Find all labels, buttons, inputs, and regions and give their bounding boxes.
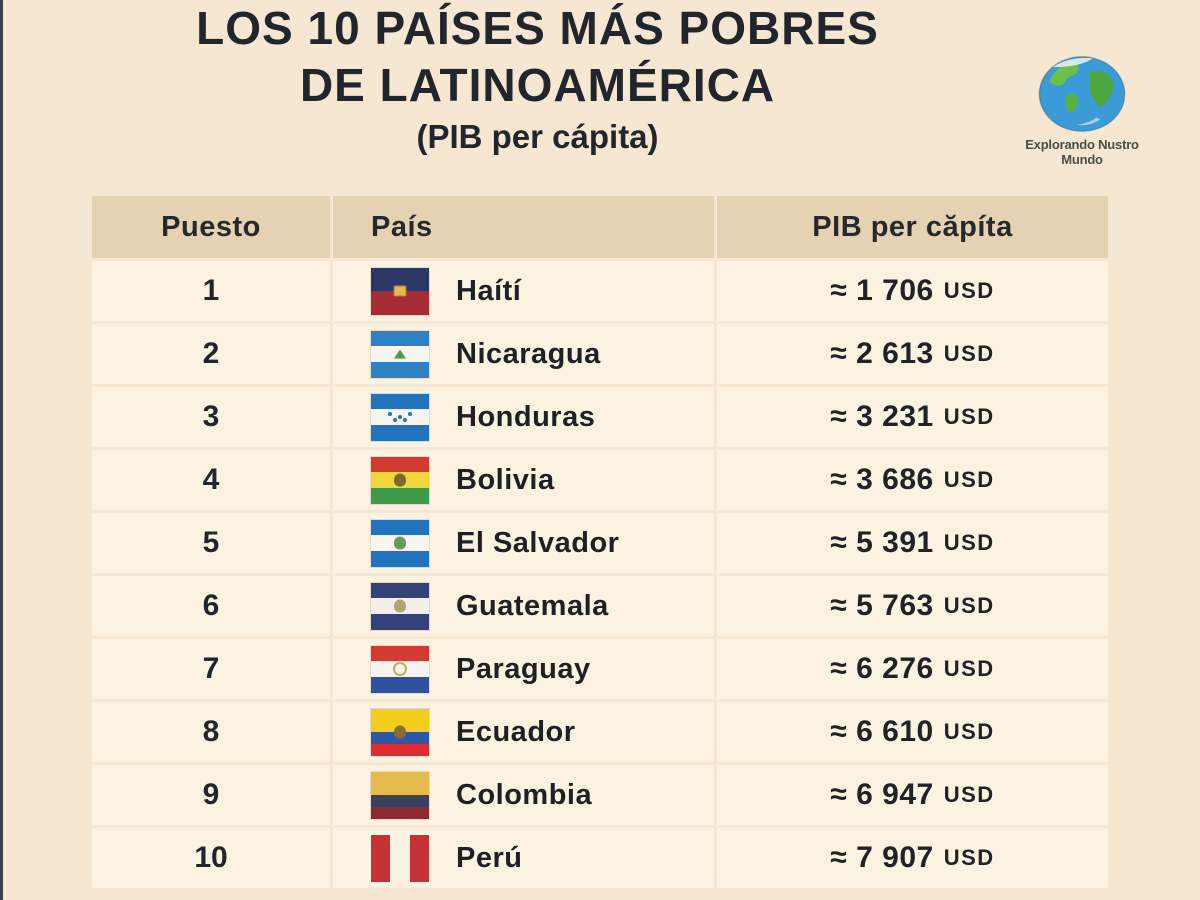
rank-label: 9 (202, 778, 220, 811)
rank-cell: 6 (92, 576, 330, 636)
rank-cell: 7 (92, 639, 330, 699)
country-label: Nicaragua (456, 337, 601, 370)
brand-logo-caption: Explorando Nustro Mundo (1000, 137, 1164, 167)
currency-label: USD (943, 593, 995, 618)
column-header-pib: PIB per căpíta (717, 196, 1108, 258)
country-flag-icon (371, 582, 429, 630)
country-flag-icon (371, 645, 429, 693)
country-cell: Haítí (333, 261, 714, 321)
currency-label: USD (943, 782, 995, 807)
rank-cell: 9 (92, 765, 330, 825)
country-cell: Ecuador (333, 702, 714, 762)
page-edge-strip (0, 0, 3, 900)
country-flag-icon (371, 456, 429, 504)
gdp-cell: ≈ 2 613 USD (717, 324, 1108, 384)
ranking-table: Puesto País PIB per căpíta 1 Haítí ≈ 1 7… (92, 196, 1108, 888)
rank-label: 6 (202, 589, 220, 622)
currency-label: USD (943, 467, 995, 492)
country-cell: Colombia (333, 765, 714, 825)
rank-cell: 8 (92, 702, 330, 762)
gdp-cell: ≈ 1 706 USD (717, 261, 1108, 321)
gdp-cell: ≈ 6 947 USD (717, 765, 1108, 825)
country-label: Paraguay (456, 652, 591, 685)
country-label: Bolivia (456, 463, 555, 496)
gdp-value: ≈ 3 231 (830, 400, 934, 433)
country-cell: Bolivia (333, 450, 714, 510)
currency-label: USD (943, 530, 995, 555)
gdp-cell: ≈ 7 907 USD (717, 828, 1108, 888)
country-cell: Guatemala (333, 576, 714, 636)
currency-label: USD (943, 341, 995, 366)
currency-label: USD (943, 404, 995, 429)
globe-earth-icon (1038, 56, 1126, 132)
rank-cell: 2 (92, 324, 330, 384)
country-cell: Nicaragua (333, 324, 714, 384)
country-label: Honduras (456, 400, 596, 433)
country-label: El Salvador (456, 526, 620, 559)
rank-cell: 10 (92, 828, 330, 888)
page-title-line1: LOS 10 PAÍSES MÁS POBRES (196, 2, 879, 54)
rank-label: 8 (202, 715, 220, 748)
brand-logo-caption-line2: Mundo (1061, 152, 1103, 167)
column-header-pais: País (333, 196, 714, 258)
country-cell: El Salvador (333, 513, 714, 573)
rank-label: 5 (202, 526, 220, 559)
rank-label: 3 (202, 400, 220, 433)
rank-label: 2 (202, 337, 220, 370)
gdp-cell: ≈ 6 276 USD (717, 639, 1108, 699)
country-label: Colombia (456, 778, 593, 811)
rank-cell: 1 (92, 261, 330, 321)
gdp-value: ≈ 6 947 (830, 778, 934, 811)
gdp-cell: ≈ 6 610 USD (717, 702, 1108, 762)
rank-cell: 4 (92, 450, 330, 510)
currency-label: USD (943, 278, 995, 303)
country-flag-icon (371, 834, 429, 882)
gdp-cell: ≈ 3 686 USD (717, 450, 1108, 510)
country-label: Ecuador (456, 715, 576, 748)
rank-cell: 3 (92, 387, 330, 447)
currency-label: USD (943, 719, 995, 744)
title-block: LOS 10 PAÍSES MÁS POBRES DE LATINOAMÉRIC… (0, 0, 1075, 156)
rank-label: 4 (202, 463, 220, 496)
rank-label: 1 (202, 274, 220, 307)
column-header-puesto: Puesto (92, 196, 330, 258)
gdp-cell: ≈ 5 763 USD (717, 576, 1108, 636)
brand-logo-caption-line1: Explorando Nustro (1025, 137, 1139, 152)
gdp-value: ≈ 6 276 (830, 652, 934, 685)
gdp-value: ≈ 7 907 (830, 841, 934, 874)
country-flag-icon (371, 393, 429, 441)
country-flag-icon (371, 267, 429, 315)
brand-logo: Explorando Nustro Mundo (1000, 54, 1164, 167)
gdp-value: ≈ 1 706 (830, 274, 934, 307)
country-cell: Honduras (333, 387, 714, 447)
gdp-value: ≈ 5 763 (830, 589, 934, 622)
rank-cell: 5 (92, 513, 330, 573)
page-title: LOS 10 PAÍSES MÁS POBRES DE LATINOAMÉRIC… (0, 0, 1075, 114)
country-label: Perú (456, 841, 523, 874)
rank-label: 7 (202, 652, 220, 685)
country-flag-icon (371, 519, 429, 567)
rank-label: 10 (194, 841, 228, 874)
page-title-line2: DE LATINOAMÉRICA (299, 59, 776, 111)
currency-label: USD (943, 656, 995, 681)
country-flag-icon (371, 330, 429, 378)
country-cell: Paraguay (333, 639, 714, 699)
country-flag-icon (371, 708, 429, 756)
currency-label: USD (943, 845, 995, 870)
gdp-value: ≈ 5 391 (830, 526, 934, 559)
gdp-cell: ≈ 3 231 USD (717, 387, 1108, 447)
country-label: Haítí (456, 274, 522, 307)
gdp-value: ≈ 6 610 (830, 715, 934, 748)
country-flag-icon (371, 771, 429, 819)
gdp-cell: ≈ 5 391 USD (717, 513, 1108, 573)
country-label: Guatemala (456, 589, 609, 622)
country-cell: Perú (333, 828, 714, 888)
page-subtitle: (PIB per cápita) (416, 118, 659, 155)
gdp-value: ≈ 2 613 (830, 337, 934, 370)
gdp-value: ≈ 3 686 (830, 463, 934, 496)
